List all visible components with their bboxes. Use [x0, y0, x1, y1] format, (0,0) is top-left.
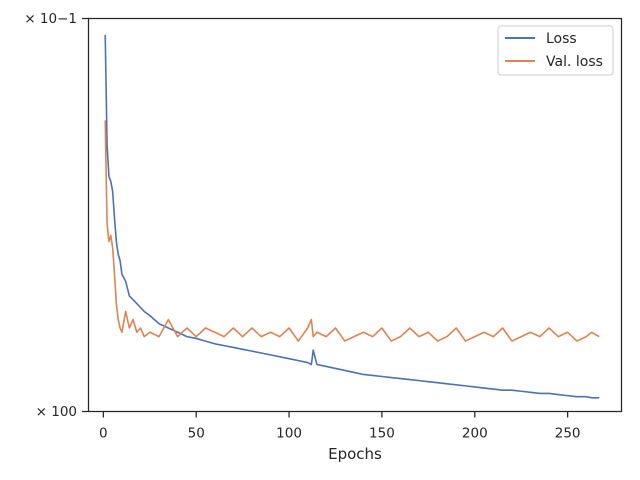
legend-label-val-loss: Val. loss: [546, 54, 603, 70]
x-tick-label: 50: [188, 426, 205, 442]
y-tick-label-bottom: × 100: [36, 404, 77, 420]
x-tick-label: 100: [276, 426, 302, 442]
series-line-loss: [104, 34, 600, 399]
x-axis-title: Epochs: [328, 445, 382, 463]
series-line-val-loss: [104, 120, 600, 342]
legend: Loss Val. loss: [497, 25, 614, 76]
x-tick-label: 0: [99, 426, 108, 442]
x-tick-label: 250: [555, 426, 581, 442]
y-tick-label-top: × 10−1: [24, 11, 77, 27]
legend-label-loss: Loss: [546, 31, 577, 47]
x-tick-label: 200: [462, 426, 488, 442]
plot-frame: [87, 17, 623, 413]
x-axis: 0 50 100 150 200 250: [99, 411, 581, 442]
plot-area: [104, 34, 600, 399]
x-tick-label: 150: [369, 426, 395, 442]
